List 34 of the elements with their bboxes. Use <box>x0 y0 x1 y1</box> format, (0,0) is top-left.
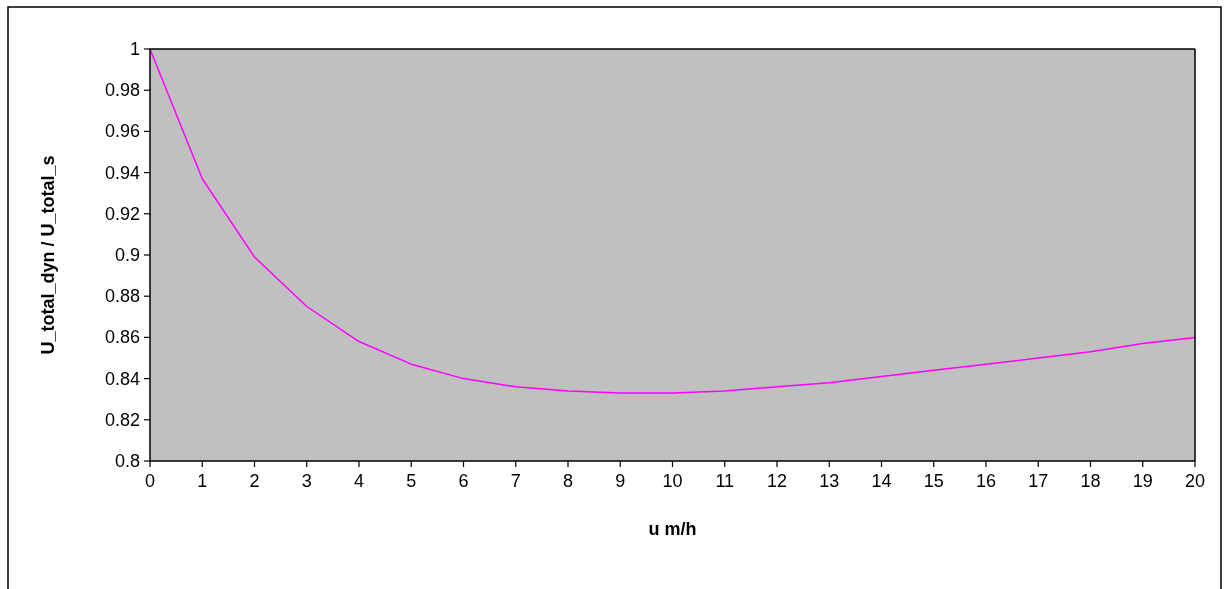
x-tick-label: 0 <box>144 471 156 491</box>
x-tick-label: 9 <box>615 471 626 491</box>
x-tick-label: 3 <box>301 471 312 491</box>
y-tick-label: 0.8 <box>114 451 140 471</box>
x-tick-label: 5 <box>406 471 417 491</box>
x-tick-label: 13 <box>819 471 840 491</box>
y-axis-title: U_total_dyn / U_total_s <box>38 155 58 355</box>
y-tick-label: 1 <box>129 39 140 59</box>
x-tick-label: 7 <box>510 471 521 491</box>
y-tick-label: 0.86 <box>104 327 140 348</box>
x-axis-title: u m/h <box>648 519 697 539</box>
y-tick-label: 0.98 <box>104 80 140 101</box>
x-tick-label: 16 <box>975 471 997 491</box>
x-tick-label: 15 <box>923 471 944 491</box>
x-tick-label: 10 <box>662 471 683 491</box>
x-tick-label: 2 <box>249 471 260 491</box>
x-tick-label: 4 <box>353 471 365 491</box>
x-tick-label: 8 <box>562 471 574 491</box>
x-tick-label: 14 <box>871 471 892 491</box>
x-tick-label: 18 <box>1080 471 1101 491</box>
x-tick-label: 12 <box>766 471 788 491</box>
y-tick-label: 0.94 <box>104 162 140 183</box>
y-tick-label: 0.9 <box>114 245 140 265</box>
y-tick-label: 0.84 <box>104 368 140 389</box>
x-tick-label: 11 <box>715 471 735 491</box>
x-tick-label: 1 <box>197 471 208 491</box>
x-tick-label: 20 <box>1184 471 1206 491</box>
y-tick-label: 0.82 <box>104 409 140 430</box>
x-tick-label: 19 <box>1132 471 1153 491</box>
y-tick-label: 0.92 <box>104 203 140 224</box>
x-tick-label: 17 <box>1028 471 1049 491</box>
x-tick-label: 6 <box>458 471 469 491</box>
y-tick-label: 0.96 <box>104 121 140 142</box>
y-tick-label: 0.88 <box>104 286 140 307</box>
